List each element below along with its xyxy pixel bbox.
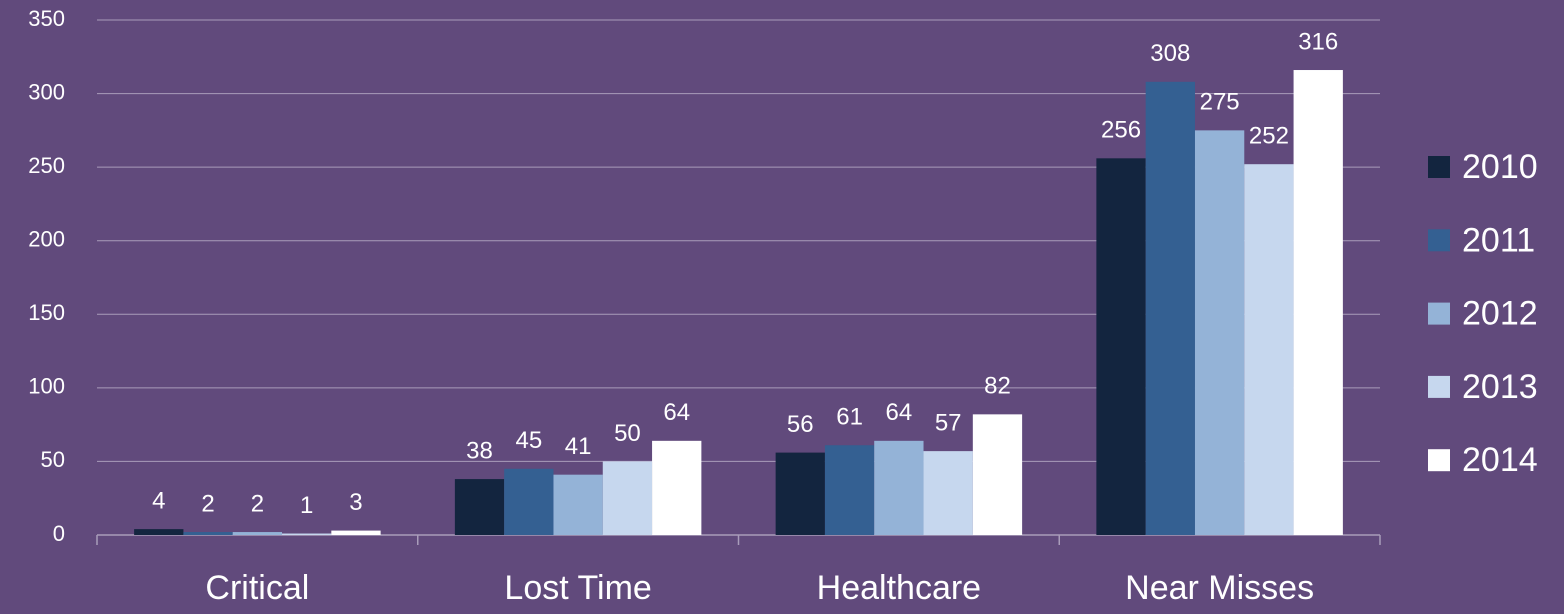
data-label: 1 — [300, 492, 313, 519]
data-label: 2 — [201, 490, 214, 517]
bar — [134, 529, 184, 535]
legend-swatch — [1428, 449, 1450, 472]
bar — [504, 468, 554, 535]
data-label: 64 — [663, 399, 690, 426]
y-tick-label: 0 — [53, 521, 65, 546]
bar — [923, 451, 973, 535]
x-tick-label: Lost Time — [504, 569, 651, 607]
data-label: 56 — [787, 411, 814, 438]
x-tick-label: Near Misses — [1125, 569, 1314, 607]
bar — [553, 474, 603, 535]
data-label: 82 — [984, 373, 1011, 400]
y-tick-label: 250 — [28, 153, 65, 178]
data-label: 38 — [466, 437, 493, 464]
data-label: 45 — [515, 427, 542, 454]
data-label: 4 — [152, 487, 165, 514]
bar — [652, 440, 702, 535]
legend-label: 2013 — [1462, 368, 1538, 406]
data-label: 57 — [935, 409, 962, 436]
data-label: 64 — [886, 399, 913, 426]
data-label: 61 — [836, 404, 863, 431]
data-label: 41 — [565, 433, 592, 460]
y-tick-label: 100 — [28, 374, 65, 399]
bar — [1244, 164, 1294, 535]
bar — [183, 532, 233, 535]
data-label: 3 — [349, 489, 362, 516]
bar — [972, 414, 1023, 535]
bar — [232, 532, 283, 535]
data-label: 50 — [614, 420, 641, 447]
legend-label: 2012 — [1462, 295, 1538, 333]
legend-swatch — [1428, 302, 1450, 325]
legend-swatch — [1428, 229, 1450, 252]
bar — [602, 461, 653, 535]
bar — [1145, 81, 1195, 536]
y-tick-label: 300 — [28, 79, 65, 104]
data-label: 308 — [1150, 40, 1190, 67]
bar — [1194, 130, 1245, 535]
data-label: 256 — [1101, 117, 1141, 144]
y-tick-label: 350 — [28, 6, 65, 31]
data-label: 252 — [1249, 123, 1289, 150]
data-label: 316 — [1298, 28, 1338, 55]
y-tick-label: 200 — [28, 227, 65, 252]
bar — [824, 445, 875, 535]
legend-swatch — [1428, 156, 1450, 178]
legend-label: 2014 — [1462, 441, 1538, 479]
legend-swatch — [1428, 375, 1450, 398]
x-tick-label: Healthcare — [817, 569, 981, 607]
bar — [1096, 158, 1146, 536]
bar — [1293, 70, 1343, 536]
data-label: 2 — [251, 490, 264, 517]
bar — [454, 479, 505, 535]
bar — [775, 452, 825, 535]
bar — [331, 530, 381, 535]
legend-label: 2010 — [1462, 148, 1538, 186]
bar — [874, 440, 924, 535]
y-tick-label: 150 — [28, 300, 65, 325]
legend-label: 2011 — [1462, 221, 1535, 259]
bar — [282, 533, 332, 535]
y-tick-label: 50 — [41, 447, 65, 472]
x-tick-label: Critical — [205, 569, 309, 607]
data-label: 275 — [1200, 89, 1240, 116]
